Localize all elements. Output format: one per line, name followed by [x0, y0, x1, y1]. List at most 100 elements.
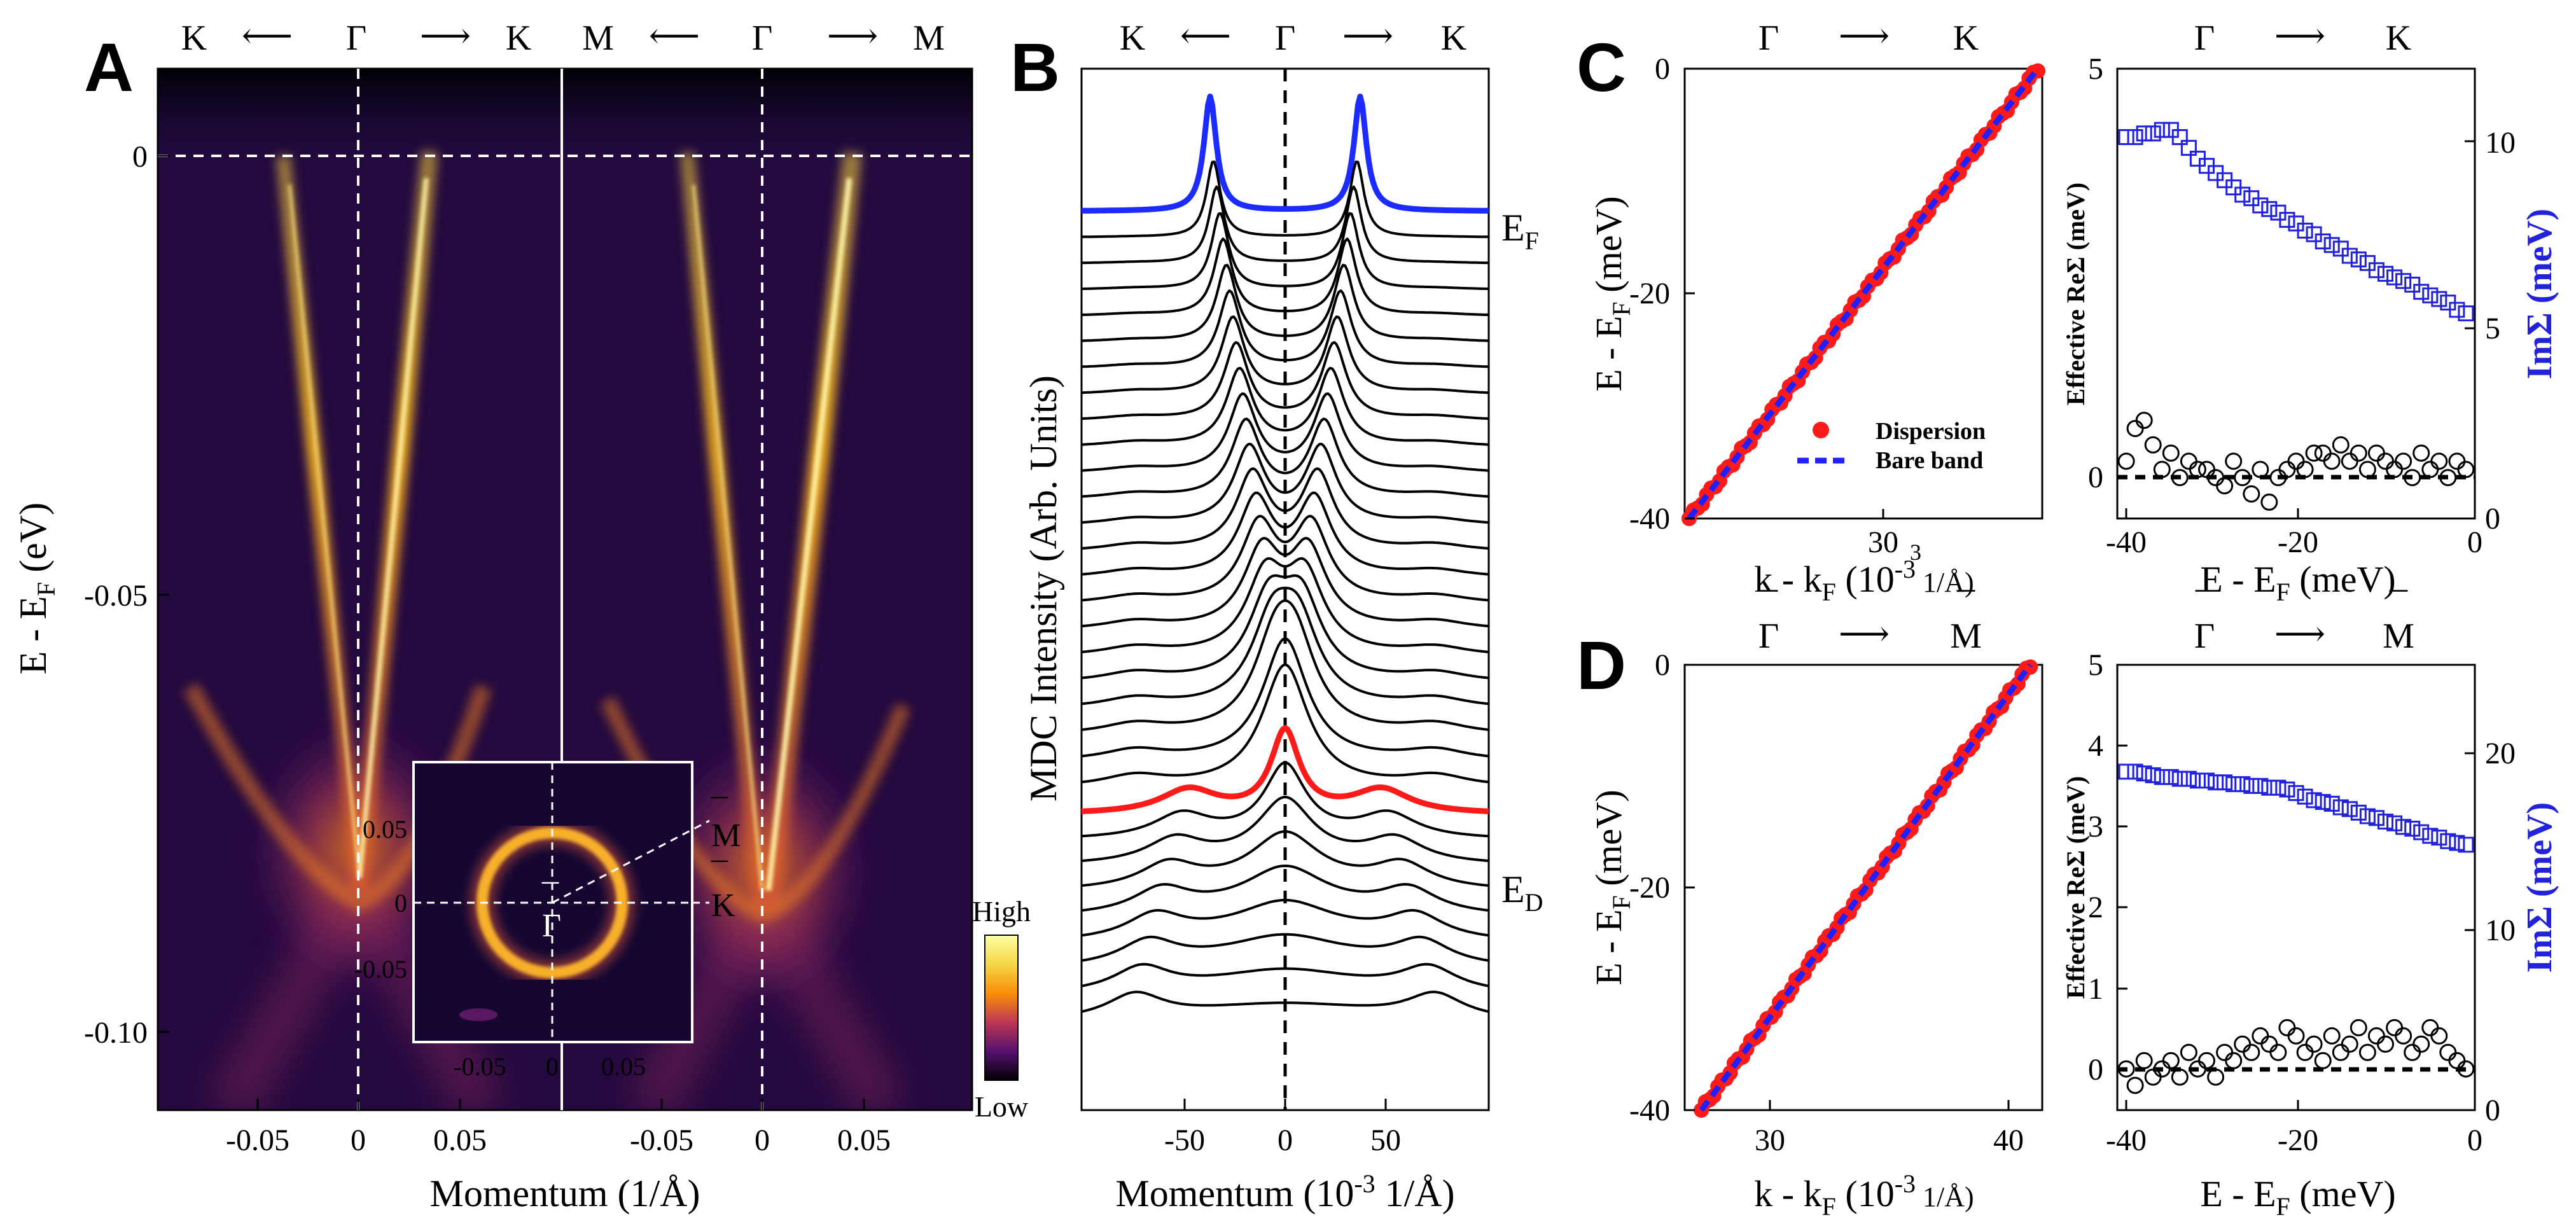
im-sigma-point: [2180, 139, 2197, 156]
im-sigma-point: [2270, 779, 2287, 796]
a-xtick: -0.05: [226, 1123, 289, 1157]
colorbar-low-label: Low: [975, 1090, 1029, 1123]
mdc-curve: [1082, 160, 1489, 239]
im-sigma-point: [2431, 291, 2447, 307]
d-right-ytick-right: 0: [2485, 1094, 2500, 1127]
dispersion-point: [2023, 659, 2038, 675]
a-xtick: 0: [755, 1123, 770, 1157]
svg-text:K: K: [2386, 18, 2411, 58]
im-sigma-point: [2315, 794, 2331, 810]
panel-c: C 0 -20 -40 30 3 k - kF (10-3 1/Å) E - E…: [1577, 0, 2559, 606]
inset-xtick: 0: [546, 1052, 559, 1081]
svg-text:¯: ¯: [2195, 586, 2214, 625]
svg-text:¯: ¯: [2195, 0, 2214, 27]
im-sigma-point: [2350, 804, 2367, 821]
re-sigma-point: [2332, 436, 2350, 454]
c-right-xtick: -40: [2106, 525, 2147, 559]
im-sigma-point: [2261, 779, 2278, 796]
a-ytick: -0.10: [84, 1016, 148, 1050]
im-sigma-point: [2118, 129, 2134, 145]
b-xlabel: Momentum (10-3 1/Å): [1115, 1169, 1454, 1214]
panel-label-b: B: [1010, 29, 1060, 106]
svg-text:K: K: [1441, 18, 1466, 58]
inset-ytick: 0: [394, 889, 407, 917]
re-sigma-point: [2341, 1035, 2358, 1053]
svg-text:K: K: [1953, 18, 1979, 58]
im-sigma-point: [2288, 785, 2304, 802]
re-sigma-point: [2305, 1035, 2323, 1053]
svg-text:⟶: ⟶: [1342, 17, 1393, 56]
svg-text:⟵: ⟵: [242, 17, 293, 56]
svg-text:¯: ¯: [1759, 586, 1778, 625]
panel-label-a: A: [84, 29, 134, 106]
b-ylabel: MDC Intensity (Arb. Units): [1022, 375, 1064, 802]
im-sigma-point: [2449, 302, 2465, 318]
svg-text:⟶: ⟶: [420, 17, 471, 56]
c-left-plot: [1681, 63, 2045, 526]
svg-text:M: M: [582, 18, 614, 58]
re-sigma-point: [2377, 1035, 2394, 1053]
mdc-curve: [1081, 315, 1489, 394]
re-sigma-point: [2395, 452, 2412, 470]
im-sigma-point: [2323, 237, 2340, 253]
c-right-ytick-right: 0: [2485, 502, 2500, 536]
im-sigma-point: [2171, 770, 2188, 787]
svg-text:¯: ¯: [347, 0, 366, 27]
d-right-xtick: -40: [2106, 1123, 2147, 1157]
im-sigma-point: [2136, 765, 2152, 782]
d-left-ytick: -40: [1629, 1094, 1670, 1127]
im-sigma-point: [2118, 763, 2134, 780]
im-sigma-point: [2136, 125, 2152, 142]
svg-text:K: K: [1120, 18, 1145, 58]
mdc-curve: [1081, 366, 1489, 446]
inset-label-gamma: Γ: [542, 908, 561, 944]
im-sigma-point: [2171, 129, 2188, 145]
re-sigma-point: [2260, 493, 2278, 511]
d-left-plot: [1694, 659, 2038, 1118]
im-sigma-point: [2297, 788, 2313, 805]
mdc-curve: [1081, 392, 1489, 472]
mdc-curve: [1081, 263, 1489, 342]
a-xtick: 0.05: [837, 1123, 891, 1157]
b-xtick: 0: [1278, 1123, 1293, 1157]
re-sigma-point: [2144, 436, 2162, 454]
svg-text:⟵: ⟵: [649, 17, 700, 56]
re-sigma-point: [2358, 1043, 2376, 1061]
svg-text:Γ: Γ: [752, 18, 772, 58]
im-sigma-point: [2413, 824, 2430, 840]
im-sigma-point: [2378, 265, 2393, 282]
c-right-ytick-left: 0: [2088, 461, 2103, 494]
re-sigma-point: [2135, 412, 2153, 429]
svg-text:¯: ¯: [509, 0, 528, 27]
mdc-curve: [1081, 417, 1489, 498]
mdc-curve: [1081, 341, 1489, 421]
mdc-curve: [1081, 491, 1489, 576]
svg-text:Γ: Γ: [1275, 18, 1295, 58]
im-sigma-point: [2368, 262, 2385, 279]
mdc-curve: [1081, 587, 1489, 706]
d-right-ytick-left: 4: [2088, 729, 2103, 763]
svg-text:⟶: ⟶: [2274, 17, 2325, 56]
mdc-curve: [1081, 830, 1489, 887]
c-left-ytick: -20: [1629, 277, 1670, 310]
ef-label: EF: [1501, 207, 1539, 255]
im-sigma-point: [2234, 776, 2251, 793]
im-sigma-point: [2199, 772, 2215, 789]
mdc-curve: [1081, 933, 1489, 962]
im-sigma-point: [2154, 769, 2170, 785]
a-xtick: 0: [351, 1123, 366, 1157]
c-left-ytick: 0: [1655, 52, 1670, 86]
re-sigma-point: [2412, 1035, 2430, 1053]
im-sigma-point: [2395, 273, 2412, 289]
c-right-xtick: 0: [2467, 525, 2482, 559]
svg-text:¯: ¯: [184, 0, 204, 27]
im-sigma-point: [2297, 223, 2313, 239]
c-right-ytick-left: 5: [2088, 52, 2103, 86]
svg-text:M: M: [913, 18, 945, 58]
d-right-ytick-left: 2: [2088, 891, 2103, 924]
im-sigma-point: [2386, 269, 2403, 286]
svg-text:⟶: ⟶: [827, 17, 878, 56]
svg-text:¯: ¯: [919, 0, 938, 27]
mdc-curve: [1081, 963, 1489, 987]
